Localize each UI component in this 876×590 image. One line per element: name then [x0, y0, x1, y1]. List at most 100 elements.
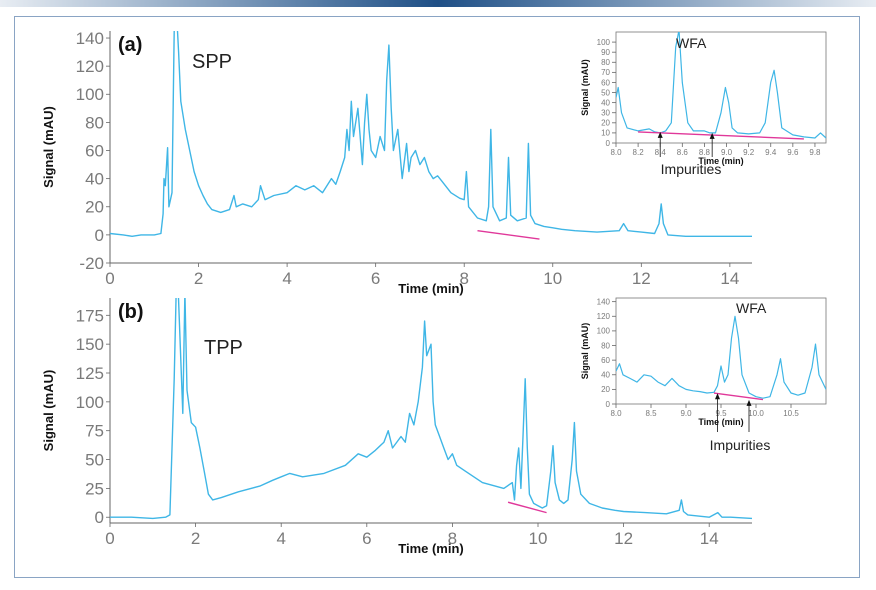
b_inset-ytick-label: 100 [597, 327, 611, 336]
a_inset-xtick-label: 9.6 [787, 148, 799, 157]
a_inset-y-axis-label: Signal (mAU) [580, 59, 590, 116]
b_inset-plot-area [615, 297, 827, 405]
b-inset-impurity-arrowhead [746, 399, 752, 406]
a_inset-baseline-segment [638, 131, 804, 140]
a_main-ytick-label: 80 [85, 113, 104, 132]
a_inset-xtick-label: 9.4 [765, 148, 777, 157]
b_main-chart: 0 25 50 75 100 125 150 175 0 2 4 6 8 10 12 14 Time (min)… [41, 298, 752, 556]
a_main-ytick-label: -20 [79, 254, 104, 273]
b_main-xtick-label: 8 [448, 529, 457, 548]
b_inset-ytick-label: 120 [597, 312, 611, 321]
a_inset-ytick-label: 100 [597, 38, 611, 47]
b_inset-ytick-label: 140 [597, 297, 611, 306]
b_inset-xtick-label: 9.0 [680, 409, 692, 418]
a_main-xtick-label: 14 [720, 269, 739, 288]
b_inset-ytick-label: 0 [606, 400, 611, 409]
b_main-panel-label: (b) [118, 301, 144, 323]
b_main-trace-line [110, 298, 752, 520]
a_main-ytick-label: 140 [76, 29, 104, 48]
b_inset-xtick-label: 8.0 [610, 409, 622, 418]
b_main-xtick-label: 10 [529, 529, 548, 548]
a_main-ytick-label: 120 [76, 57, 104, 76]
b_inset-xtick-label: 9.5 [715, 409, 727, 418]
tpp-label: TPP [204, 337, 243, 359]
a_inset-ytick-label: 10 [601, 129, 610, 138]
a_main-ytick-label: 0 [95, 226, 104, 245]
a_inset-plot-area [615, 31, 827, 144]
b-inset-impurities-label: Impurities [710, 437, 771, 453]
a_inset-xtick-label: 9.0 [721, 148, 733, 157]
b_main-ytick-label: 150 [76, 335, 104, 354]
a_inset-x-axis-label: Time (min) [698, 156, 743, 166]
a_inset-xtick-label: 9.8 [809, 148, 821, 157]
b_main-xtick-label: 2 [191, 529, 200, 548]
b_main-ytick-label: 125 [76, 364, 104, 383]
b_main-y-axis-label: Signal (mAU) [41, 370, 56, 452]
b_inset-y-axis-label: Signal (mAU) [580, 323, 590, 380]
a_main-xtick-label: 8 [459, 269, 468, 288]
a_main-baseline-segment [477, 229, 540, 240]
b_main-ytick-label: 75 [85, 422, 104, 441]
b_inset-trace-line [616, 315, 826, 399]
a_main-panel-label: (a) [118, 34, 142, 56]
a-inset-impurities-label: Impurities [661, 161, 722, 177]
b_main-ytick-label: 0 [95, 508, 104, 527]
a_main-ytick-label: 20 [85, 198, 104, 217]
b_inset-chart: 0 20 40 60 80 100 120 140 8.0 8.5 9.0 9.5 10.0 10.5 Ti… [580, 297, 827, 453]
a_inset-ytick-label: 40 [601, 98, 610, 107]
a_inset-ytick-label: 50 [601, 88, 610, 97]
a_inset-xtick-label: 8.2 [633, 148, 645, 157]
a_main-ytick-label: 40 [85, 170, 104, 189]
a_main-x-axis-label: Time (min) [398, 281, 464, 296]
a_main-xtick-label: 2 [194, 269, 203, 288]
b_main-xtick-label: 14 [700, 529, 719, 548]
a-inset-impurity-arrowhead [709, 132, 715, 139]
a_inset-ytick-label: 70 [601, 68, 610, 77]
b_main-xtick-label: 4 [276, 529, 285, 548]
b_inset-x-axis-label: Time (min) [698, 417, 743, 427]
b_main-ytick-label: 175 [76, 306, 104, 325]
a_main-xtick-label: 0 [105, 269, 114, 288]
a_inset-ytick-label: 20 [601, 119, 610, 128]
b_inset-xtick-label: 10.0 [748, 409, 764, 418]
b_inset-xtick-label: 8.5 [645, 409, 657, 418]
b_inset-ytick-label: 40 [601, 371, 610, 380]
a_main-trace-line [110, 31, 752, 237]
b-inset-impurity-arrowhead [715, 393, 720, 400]
a_main-xtick-label: 6 [371, 269, 380, 288]
b_main-xtick-label: 12 [614, 529, 633, 548]
a_inset-ytick-label: 0 [606, 139, 611, 148]
a_main-y-axis-label: Signal (mAU) [41, 106, 56, 188]
b_main-xtick-label: 6 [362, 529, 371, 548]
a_inset-ytick-label: 60 [601, 78, 610, 87]
a_inset-xtick-label: 9.2 [743, 148, 755, 157]
b_inset-xtick-label: 10.5 [783, 409, 799, 418]
b_main-baseline-segment [507, 501, 547, 514]
a-inset-impurity-arrowhead [657, 131, 663, 138]
b_main-ytick-label: 25 [85, 479, 104, 498]
b_main-ytick-label: 50 [85, 450, 104, 469]
a_main-ytick-label: 60 [85, 141, 104, 160]
spp-label: SPP [192, 51, 232, 73]
a_inset-trace-line [616, 32, 826, 139]
a_inset-ytick-label: 30 [601, 109, 610, 118]
top-accent-bar [0, 0, 876, 7]
a_inset-ytick-label: 90 [601, 48, 610, 57]
a-inset-wfa-label: WFA [676, 35, 707, 51]
b_main-xtick-label: 0 [105, 529, 114, 548]
a_main-xtick-label: 4 [282, 269, 291, 288]
b_inset-ytick-label: 80 [601, 341, 610, 350]
a_inset-xtick-label: 8.0 [610, 148, 622, 157]
a_inset-xtick-label: 8.6 [677, 148, 689, 157]
b_inset-baseline-segment [713, 392, 764, 401]
a_inset-ytick-label: 80 [601, 58, 610, 67]
b_inset-ytick-label: 20 [601, 385, 610, 394]
figure-frame [14, 16, 860, 578]
a_main-ytick-label: 100 [76, 85, 104, 104]
b_inset-ytick-label: 60 [601, 356, 610, 365]
a_main-xtick-label: 10 [543, 269, 562, 288]
b-inset-wfa-label: WFA [736, 300, 767, 316]
